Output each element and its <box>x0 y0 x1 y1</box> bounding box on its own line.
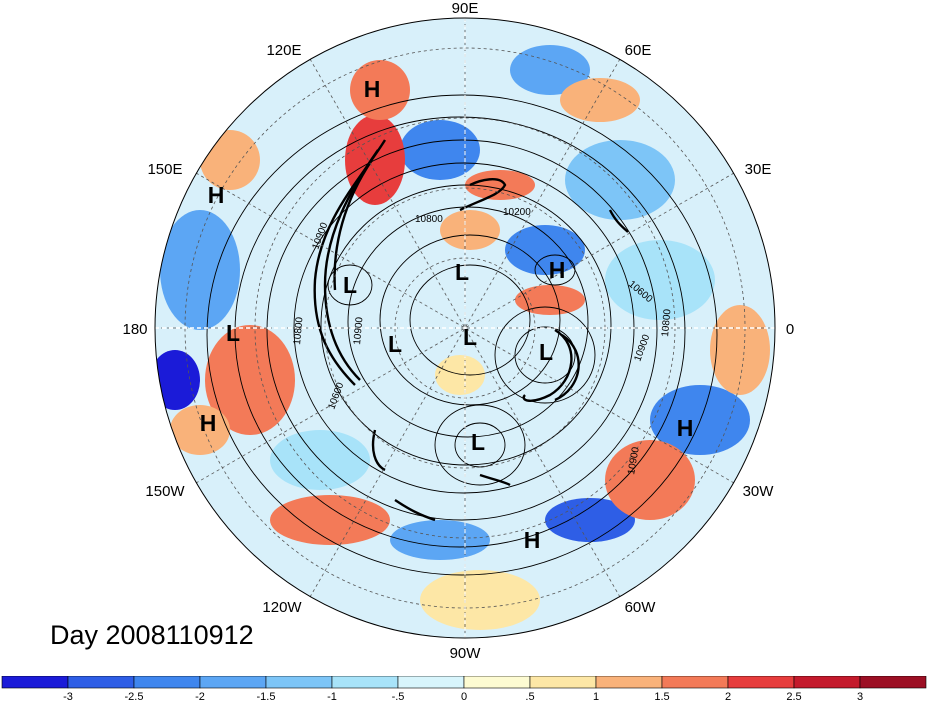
colorbar-tick-label: -3 <box>63 691 73 702</box>
longitude-labels: 90E 60E 30E 0 30W 60W 90W 120W 150W 180 … <box>122 0 794 662</box>
lon-label-120e: 120E <box>266 42 301 59</box>
colorbar-swatch <box>265 676 333 689</box>
contour-label: 10900 <box>352 316 365 345</box>
colorbar-tick-label: 1 <box>593 691 599 702</box>
lon-label-150w: 150W <box>145 483 185 500</box>
colorbar-swatch <box>1 676 69 689</box>
colorbar-tick-label: 2.5 <box>786 691 801 702</box>
colorbar-tick-label: 0 <box>461 691 467 702</box>
colorbar-swatch <box>331 676 399 689</box>
lon-label-30e: 30E <box>745 161 772 178</box>
colorbar-tick-label: 1.5 <box>654 691 669 702</box>
low-center: L <box>226 320 240 346</box>
contour-label: 10900 <box>626 446 642 476</box>
colorbar-tick-label: -.5 <box>392 691 405 702</box>
high-center: H <box>524 527 541 553</box>
colorbar-swatch <box>661 676 729 689</box>
lon-label-120w: 120W <box>262 599 302 616</box>
colorbar-swatch <box>793 676 861 689</box>
colorbar-swatch <box>859 676 927 689</box>
colorbar-tick-label: 3 <box>857 691 863 702</box>
lon-label-150e: 150E <box>147 161 182 178</box>
lon-label-30w: 30W <box>743 483 775 500</box>
contour-label: 10800 <box>292 316 305 345</box>
lon-label-0: 0 <box>786 321 794 338</box>
colorbar-tick-label: .5 <box>525 691 534 702</box>
contour-label: 10200 <box>503 207 531 218</box>
low-center: L <box>388 331 402 357</box>
lon-label-180: 180 <box>122 321 147 338</box>
high-center: H <box>208 182 225 208</box>
low-center: L <box>463 324 477 350</box>
low-center: L <box>539 339 553 365</box>
high-center: H <box>549 257 566 283</box>
map-boundary <box>154 17 776 639</box>
contour-label: 10800 <box>660 308 673 337</box>
lon-label-60e: 60E <box>625 42 652 59</box>
colorbar-swatch <box>397 676 465 689</box>
high-center: H <box>200 410 217 436</box>
colorbar-swatch <box>199 676 267 689</box>
high-center: H <box>677 415 694 441</box>
lon-label-90e: 90E <box>452 0 479 17</box>
lon-label-90w: 90W <box>450 645 482 662</box>
contour-label: 10800 <box>415 214 443 225</box>
high-center: H <box>364 76 381 102</box>
colorbar-swatch <box>529 676 597 689</box>
colorbar-swatch <box>67 676 135 689</box>
date-title: Day 2008110912 <box>50 620 254 650</box>
colorbar-tick-label: -1.5 <box>257 691 276 702</box>
colorbar-tick-label: -1 <box>327 691 337 702</box>
colorbar-tick-label: -2 <box>195 691 205 702</box>
colorbar-swatch <box>133 676 201 689</box>
low-center: L <box>455 259 469 285</box>
colorbar: -3 -2.5 -2 -1.5 -1 -.5 0 .5 1 1.5 2 2.5 3 <box>1 676 927 702</box>
pressure-centers: H H H H H H L L L L L L L <box>200 76 694 553</box>
colorbar-swatch <box>595 676 663 689</box>
low-center: L <box>343 272 357 298</box>
colorbar-swatch <box>727 676 795 689</box>
colorbar-tick-label: 2 <box>725 691 731 702</box>
lon-label-60w: 60W <box>625 599 657 616</box>
low-center: L <box>471 429 485 455</box>
colorbar-tick-label: -2.5 <box>125 691 144 702</box>
colorbar-swatch <box>463 676 531 689</box>
